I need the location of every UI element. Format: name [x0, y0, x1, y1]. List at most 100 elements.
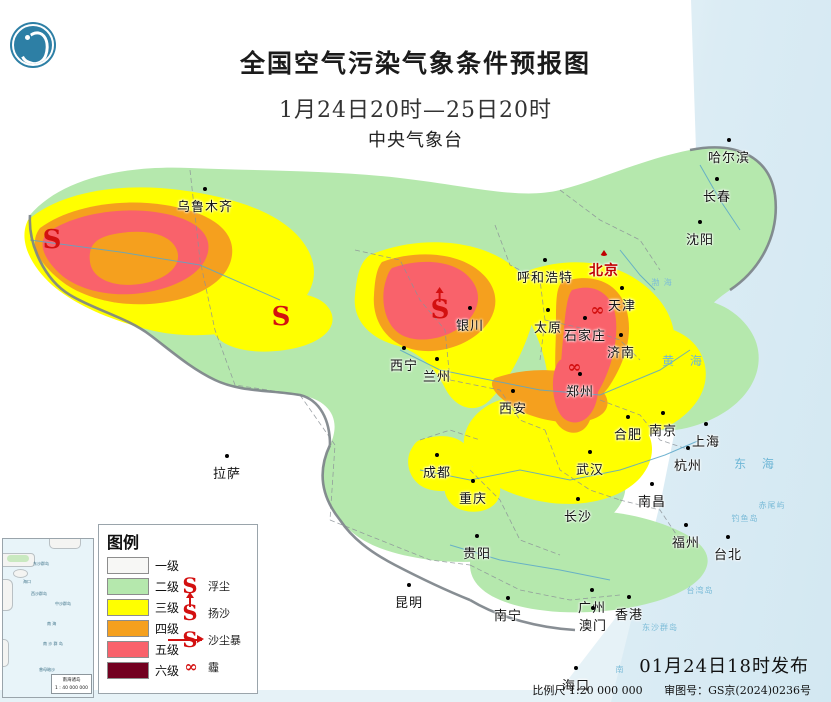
- legend-level-label: 三级: [155, 601, 180, 615]
- legend-symbol-label: 霾: [208, 660, 219, 674]
- city-label: 长春: [703, 177, 731, 205]
- sea-label: 东沙群岛: [642, 623, 678, 632]
- city-marker-dot: [545, 308, 550, 312]
- level-5-zones: [42, 210, 617, 423]
- city-marker-dot: [725, 535, 730, 539]
- legend-symbol-row: S 浮尘: [175, 572, 270, 599]
- legend-symbol-glyph-right: S: [168, 629, 205, 650]
- south-china-sea-inset: 东沙群岛 海口 西沙群岛 中沙群岛南 海南 沙 群 岛曾母暗沙 南海诸岛 1 : 40…: [2, 538, 94, 698]
- city-marker-dot: [573, 666, 578, 670]
- city-label: 上海: [692, 422, 720, 450]
- sea-label: 黄 海: [662, 354, 708, 368]
- inset-label: 中沙群岛: [55, 601, 71, 606]
- legend-symbol-glyph-up: S: [175, 592, 205, 623]
- city-marker-dot: [649, 482, 654, 486]
- city-marker-dot: [587, 450, 592, 454]
- legend-level-list: 一级二级三级四级五级六级: [99, 555, 257, 681]
- page-title: 全国空气污染气象条件预报图: [239, 49, 591, 78]
- issuing-organization: 中央气象台: [368, 130, 463, 151]
- weather-symbol-up: S: [431, 287, 449, 323]
- city-label: 南昌: [638, 482, 666, 510]
- inset-scale-value: 1 : 40 000 000: [54, 686, 88, 691]
- city-label: 太原: [534, 308, 562, 336]
- legend-symbol-label: 扬沙: [208, 606, 230, 620]
- legend-color-swatch: [107, 599, 149, 616]
- city-label: 沈阳: [686, 220, 714, 248]
- city-label: 杭州: [674, 446, 702, 474]
- legend-color-swatch: [107, 557, 149, 574]
- city-label: 合肥: [614, 415, 642, 443]
- city-label: 重庆: [459, 479, 487, 507]
- legend-symbol-glyph-plain: S: [182, 573, 198, 598]
- city-label: 兰州: [423, 357, 451, 385]
- arrow-up-icon: [436, 287, 444, 302]
- city-label: 台北: [714, 535, 742, 563]
- inset-label: 西沙群岛: [31, 591, 47, 596]
- inset-label: 东沙群岛: [33, 561, 49, 566]
- legend-level-label: 五级: [155, 643, 180, 657]
- sea-label: 南: [615, 665, 625, 674]
- weather-symbol-haze: ∞: [590, 300, 604, 321]
- city-label: 澳门: [579, 606, 607, 634]
- city-marker-dot: [467, 306, 472, 310]
- legend-level-row: 二级: [99, 576, 257, 597]
- weather-symbol-haze: ∞: [567, 357, 581, 378]
- city-label: 海口: [562, 666, 590, 694]
- legend-level-label: 四级: [155, 622, 180, 636]
- city-marker-dot: [685, 446, 690, 450]
- review-number: 审图号：GS京(2024)0236号: [664, 684, 811, 697]
- legend-symbol-row: ∞ 霾: [175, 653, 270, 680]
- city-label: 成都: [423, 453, 451, 481]
- weather-symbol-plain: S: [42, 225, 62, 255]
- inset-scale-caption: 南海诸岛: [62, 678, 81, 683]
- city-label: 南宁: [494, 596, 522, 624]
- city-marker-dot: [697, 220, 702, 224]
- city-label: 香港: [615, 595, 643, 623]
- legend-level-label: 一级: [155, 559, 180, 573]
- legend-symbol-glyph-haze: ∞: [184, 656, 197, 676]
- city-label: 北京: [589, 250, 619, 280]
- city-label: 天津: [608, 286, 636, 314]
- legend-symbol-row: S沙尘暴: [168, 626, 270, 653]
- cma-dragon-logo: [10, 22, 56, 68]
- city-label: 郑州: [566, 372, 594, 400]
- footer-meta: 比例尺 1:20 000 000 审图号：GS京(2024)0236号: [514, 682, 811, 698]
- city-marker-dot: [660, 411, 665, 415]
- map-scale: 比例尺 1:20 000 000: [532, 684, 643, 697]
- arrow-right-icon: [168, 634, 204, 643]
- city-marker-dot: [474, 534, 479, 538]
- sea-label: 台湾岛: [686, 586, 714, 595]
- city-marker-dot: [224, 454, 229, 458]
- city-label: 武汉: [576, 450, 604, 478]
- city-marker-dot: [703, 422, 708, 426]
- legend-symbol-row: S 扬沙: [175, 592, 270, 626]
- city-marker-dot: [589, 588, 594, 592]
- city-label: 贵阳: [463, 534, 491, 562]
- legend-symbol-label: 沙尘暴: [208, 633, 241, 647]
- city-label: 呼和浩特: [517, 258, 573, 286]
- legend-color-swatch: [107, 641, 149, 658]
- city-label: 拉萨: [213, 454, 241, 482]
- legend-symbol-list: S浮尘S扬沙S沙尘暴∞霾: [168, 572, 270, 680]
- city-label: 南京: [649, 411, 677, 439]
- city-label: 长沙: [564, 497, 592, 525]
- city-label: 福州: [672, 523, 700, 551]
- legend-level-label: 六级: [155, 664, 180, 678]
- city-marker-dot: [577, 372, 582, 376]
- city-marker-dot: [626, 595, 631, 599]
- sea-label: 渤 海: [651, 278, 673, 287]
- city-marker-dot: [505, 596, 510, 600]
- city-marker-dot: [683, 523, 688, 527]
- sea-label: 赤尾屿: [758, 501, 786, 510]
- city-marker-dot: [542, 258, 547, 262]
- city-marker-dot: [726, 138, 731, 142]
- legend-level-row: 六级: [99, 660, 257, 681]
- city-label: 济南: [607, 333, 635, 361]
- inset-label: 南 沙 群 岛: [43, 641, 63, 646]
- city-marker-dot: [470, 479, 475, 483]
- city-label: 西安: [499, 389, 527, 417]
- city-marker-dot: [406, 583, 411, 587]
